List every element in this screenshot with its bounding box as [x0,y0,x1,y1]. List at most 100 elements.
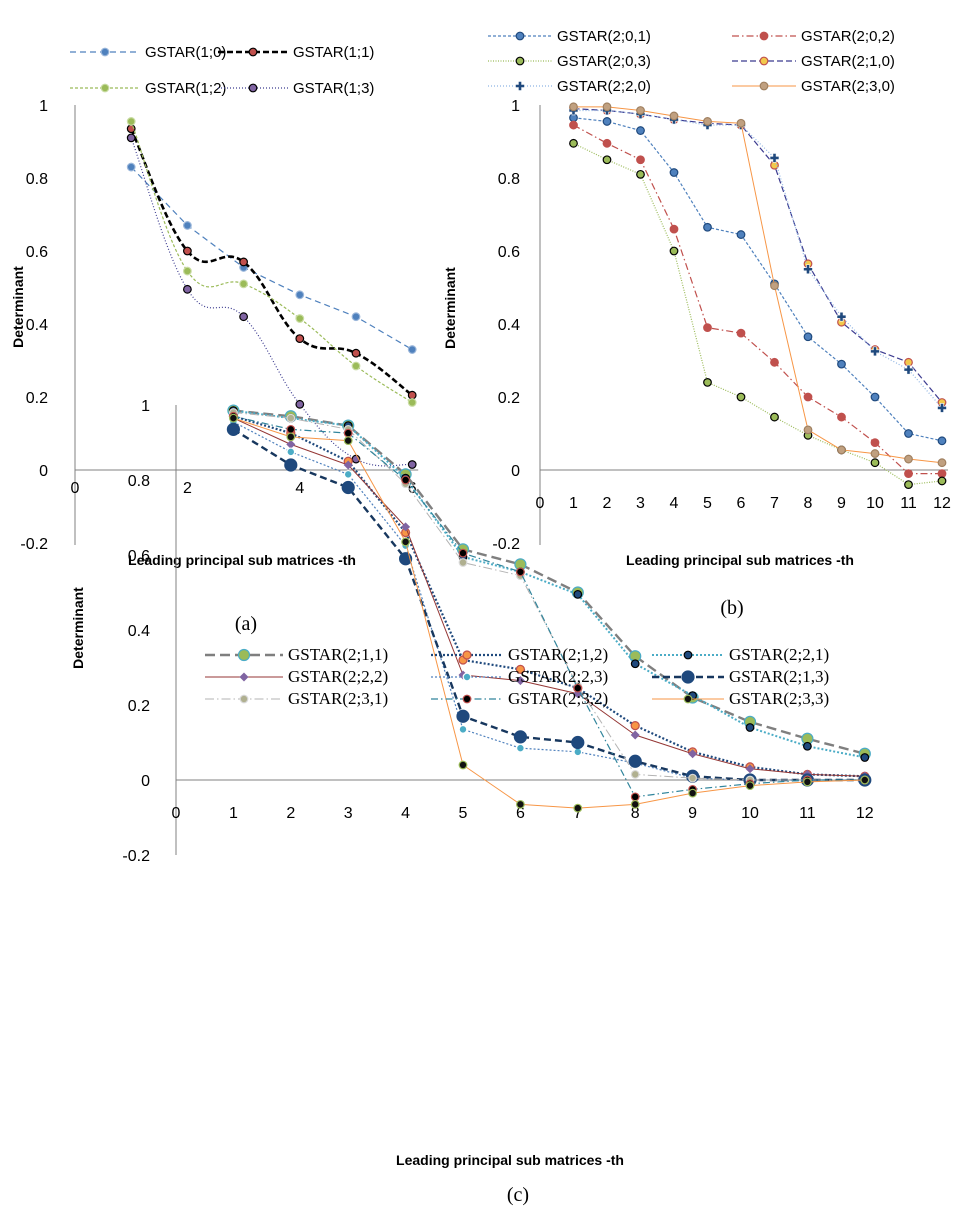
legend-item: GSTAR(2;1,1) [205,645,388,664]
data-point [669,111,679,121]
legend-label: GSTAR(2;3,1) [288,689,388,708]
y-tick-label: 0.4 [128,623,150,640]
y-tick-label: 0 [511,463,520,480]
data-point [295,399,305,409]
data-point [571,735,585,750]
y-tick-label: 0.2 [26,390,48,407]
series-GSTAR(1;0) [126,162,417,354]
legend-marker [462,650,472,660]
data-point [703,378,712,387]
data-point [803,425,813,435]
y-tick-label: 0 [39,463,48,480]
y-tick-label: 0.8 [128,473,150,490]
x-axis-title: Leading principal sub matrices -th [128,552,356,568]
series-GSTAR(2;1,3) [226,422,872,787]
legend-label: GSTAR(2;3,0) [801,78,895,95]
legend-marker [759,31,769,41]
data-point [573,747,583,757]
data-point [516,743,525,753]
legend-marker [683,650,693,660]
x-tick-label: 10 [741,805,759,822]
data-point [295,290,305,300]
legend-item: GSTAR(2;2,2) [205,667,388,686]
data-point [513,730,528,744]
series-GSTAR(1;3) [126,133,417,469]
legend-item: GSTAR(2;1,2) [431,645,608,664]
data-point [803,392,813,402]
x-tick-label: 12 [856,805,874,822]
y-axis-title: Determinant [70,587,86,669]
x-tick-label: 11 [900,495,917,512]
data-point [937,403,947,413]
legend-marker [100,83,110,93]
legend-label: GSTAR(2;0,2) [801,28,895,45]
data-point [736,118,746,128]
data-point [239,312,249,322]
data-point [602,138,612,148]
x-tick-label: 2 [286,805,295,822]
series-GSTAR(2;2,2) [228,413,870,781]
data-point [669,246,679,256]
series-line [233,415,865,798]
data-point [669,224,679,234]
series-line [233,415,865,778]
series-GSTAR(2;1,0) [569,104,947,407]
data-point [803,777,812,787]
legend-item: GSTAR(1;1) [218,44,374,61]
y-tick-label: 0.2 [128,698,150,715]
legend-item: GSTAR(2;0,3) [488,53,651,70]
data-point [870,392,880,402]
legend-marker [683,694,693,704]
data-point [456,709,470,723]
data-point [286,439,296,449]
data-point [182,266,192,276]
data-point [401,522,411,532]
legend-marker [515,56,525,66]
data-point [688,773,697,783]
data-point [630,721,640,731]
data-point [569,102,578,112]
legend-label: GSTAR(2;1,0) [801,53,895,70]
series-line [233,409,866,755]
legend-label: GSTAR(2;0,3) [557,53,651,70]
x-tick-label: 9 [688,805,697,822]
series-GSTAR(2;2,1) [228,406,870,762]
data-point [182,221,192,230]
series-GSTAR(1;2) [126,117,417,407]
series-line [573,108,943,403]
legend-marker [237,648,251,662]
legend-label: GSTAR(1;1) [293,44,374,61]
series-line [130,128,413,397]
legend-item: GSTAR(2;1,0) [732,53,895,70]
data-point [573,589,583,599]
data-point [703,117,712,126]
x-axis-title: Leading principal sub matrices -th [396,1152,624,1168]
figure-caption: (a) [235,613,257,635]
series-GSTAR(2;0,1) [569,113,947,446]
data-point [870,449,880,458]
legend-item: GSTAR(1;0) [70,44,226,61]
legend-label: GSTAR(1;3) [293,80,374,97]
data-point [937,476,947,486]
x-tick-label: 6 [737,495,746,512]
x-tick-label: 1 [229,805,238,822]
data-point [284,458,298,472]
x-tick-label: 0 [172,805,181,822]
x-tick-label: 2 [183,480,192,497]
data-point [126,162,136,172]
data-point [736,230,746,239]
y-tick-label: -0.2 [20,536,48,553]
legend-item: GSTAR(1;3) [218,80,374,97]
data-point [295,334,305,344]
data-point [837,412,846,422]
y-tick-label: 0.8 [498,171,520,188]
series-GSTAR(2;1,2) [228,411,870,781]
data-point [351,348,361,358]
legend-item: GSTAR(2;3,0) [732,78,895,95]
data-point [870,438,880,448]
legend-marker [239,694,249,704]
series-GSTAR(1;1) [126,124,417,400]
data-point [745,723,755,732]
x-tick-label: 7 [770,495,779,512]
